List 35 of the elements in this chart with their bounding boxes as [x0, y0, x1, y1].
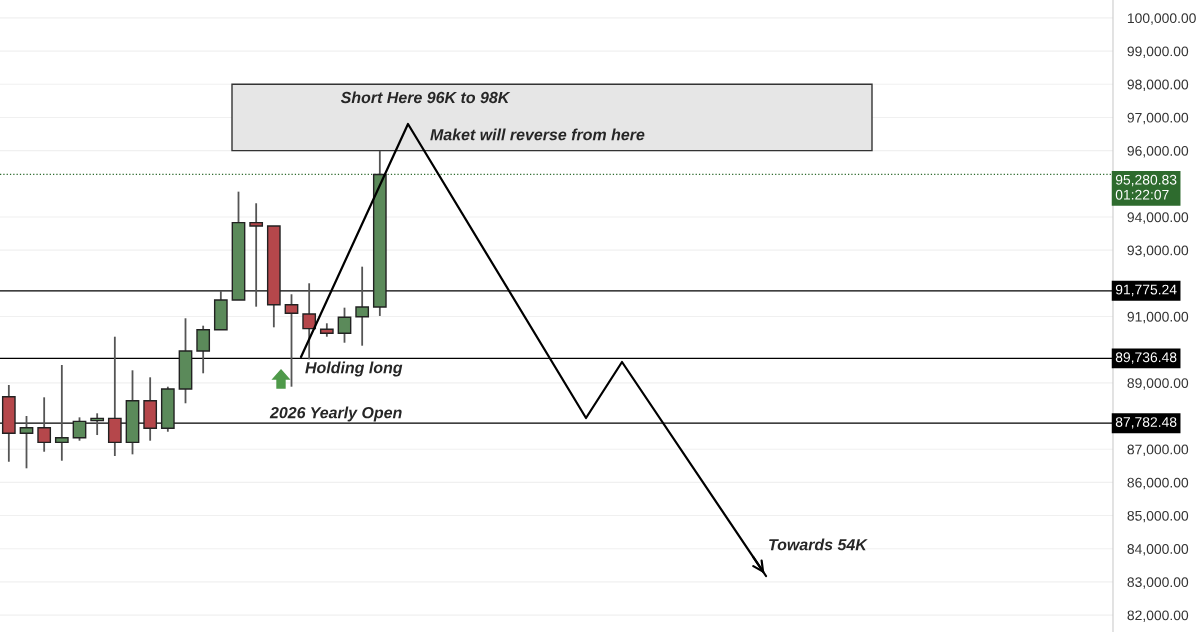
candlestick: [54, 364, 69, 462]
y-tick-label: 93,000.00: [1127, 245, 1189, 257]
annotation: Holding long: [305, 361, 403, 377]
ref-line-label: 87,782.48: [1115, 417, 1177, 429]
y-tick-label: 82,000.00: [1127, 610, 1189, 622]
candlestick: [37, 396, 52, 453]
annotation: Towards 54K: [769, 538, 868, 551]
ref-line-label: 89,736.48: [1115, 352, 1177, 364]
y-tick-label: 87,000.00: [1127, 444, 1189, 457]
y-tick-label: 83,000.00: [1127, 577, 1189, 589]
candlestick: [107, 335, 122, 457]
y-tick-label: 89,000.00: [1127, 378, 1189, 390]
y-tick-label: 94,000.00: [1127, 212, 1189, 224]
ref-line-label: 91,775.24: [1115, 284, 1177, 297]
candlestick: [72, 416, 87, 442]
y-tick-label: 97,000.00: [1127, 112, 1189, 125]
candlestick: [249, 202, 264, 308]
y-tick-label: 85,000.00: [1127, 510, 1189, 523]
candlestick: [284, 293, 299, 388]
y-tick-label: 84,000.00: [1127, 544, 1189, 556]
candlestick: [337, 306, 352, 344]
ref-line-label: 95,280.83 01:22:07: [1115, 174, 1177, 200]
y-tick-label: 86,000.00: [1127, 477, 1189, 490]
y-tick-label: 91,000.00: [1127, 311, 1189, 324]
annotation: 2026 Yearly Open: [269, 406, 402, 422]
candlestick: [302, 282, 317, 361]
candlestick: [355, 265, 370, 347]
candlestick: [19, 415, 34, 470]
annotation: Maket will reverse from here: [430, 128, 645, 141]
y-tick-label: 96,000.00: [1127, 145, 1189, 158]
y-tick-label: 98,000.00: [1127, 79, 1189, 92]
band-label: Short Here 96K to 98K: [340, 91, 511, 104]
y-tick-label: 100,000.00: [1127, 13, 1196, 25]
candlestick: [196, 324, 211, 375]
y-tick-label: 99,000.00: [1127, 46, 1189, 58]
